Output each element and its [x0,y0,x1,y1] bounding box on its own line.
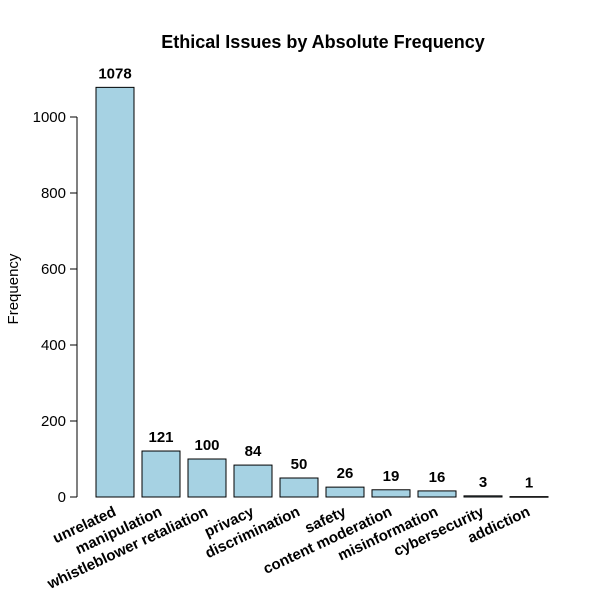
bar [95,86,135,498]
bar [325,486,365,498]
y-tick-label: 1000 [33,109,66,126]
bar [279,477,319,498]
bar-value-label: 1078 [98,65,131,82]
bar-value-label: 84 [245,443,262,460]
y-tick-label: 200 [41,413,66,430]
y-axis-label: Frequency [5,253,22,324]
bar [463,495,503,498]
bar [509,496,549,498]
y-tick-label: 800 [41,185,66,202]
bar-value-label: 1 [525,475,533,492]
bar [187,458,227,498]
bar [371,489,411,498]
bars [95,86,549,498]
chart-title: Ethical Issues by Absolute Frequency [161,32,484,52]
bar [417,490,457,498]
value-labels: 1078 121 100 84 50 26 19 16 3 1 [98,65,533,491]
y-tick-label: 400 [41,337,66,354]
y-axis: 0 200 400 600 800 1000 [33,109,78,506]
bar-value-label: 3 [479,474,487,491]
bar-value-label: 26 [337,465,354,482]
y-tick-label: 0 [58,489,66,506]
bar-value-label: 100 [194,437,219,454]
bar [233,464,273,498]
bar-value-label: 50 [291,456,308,473]
bar [141,450,181,498]
bar-value-label: 16 [429,469,446,486]
bar-value-label: 121 [148,429,173,446]
bar-value-label: 19 [383,468,400,485]
y-tick-label: 600 [41,261,66,278]
